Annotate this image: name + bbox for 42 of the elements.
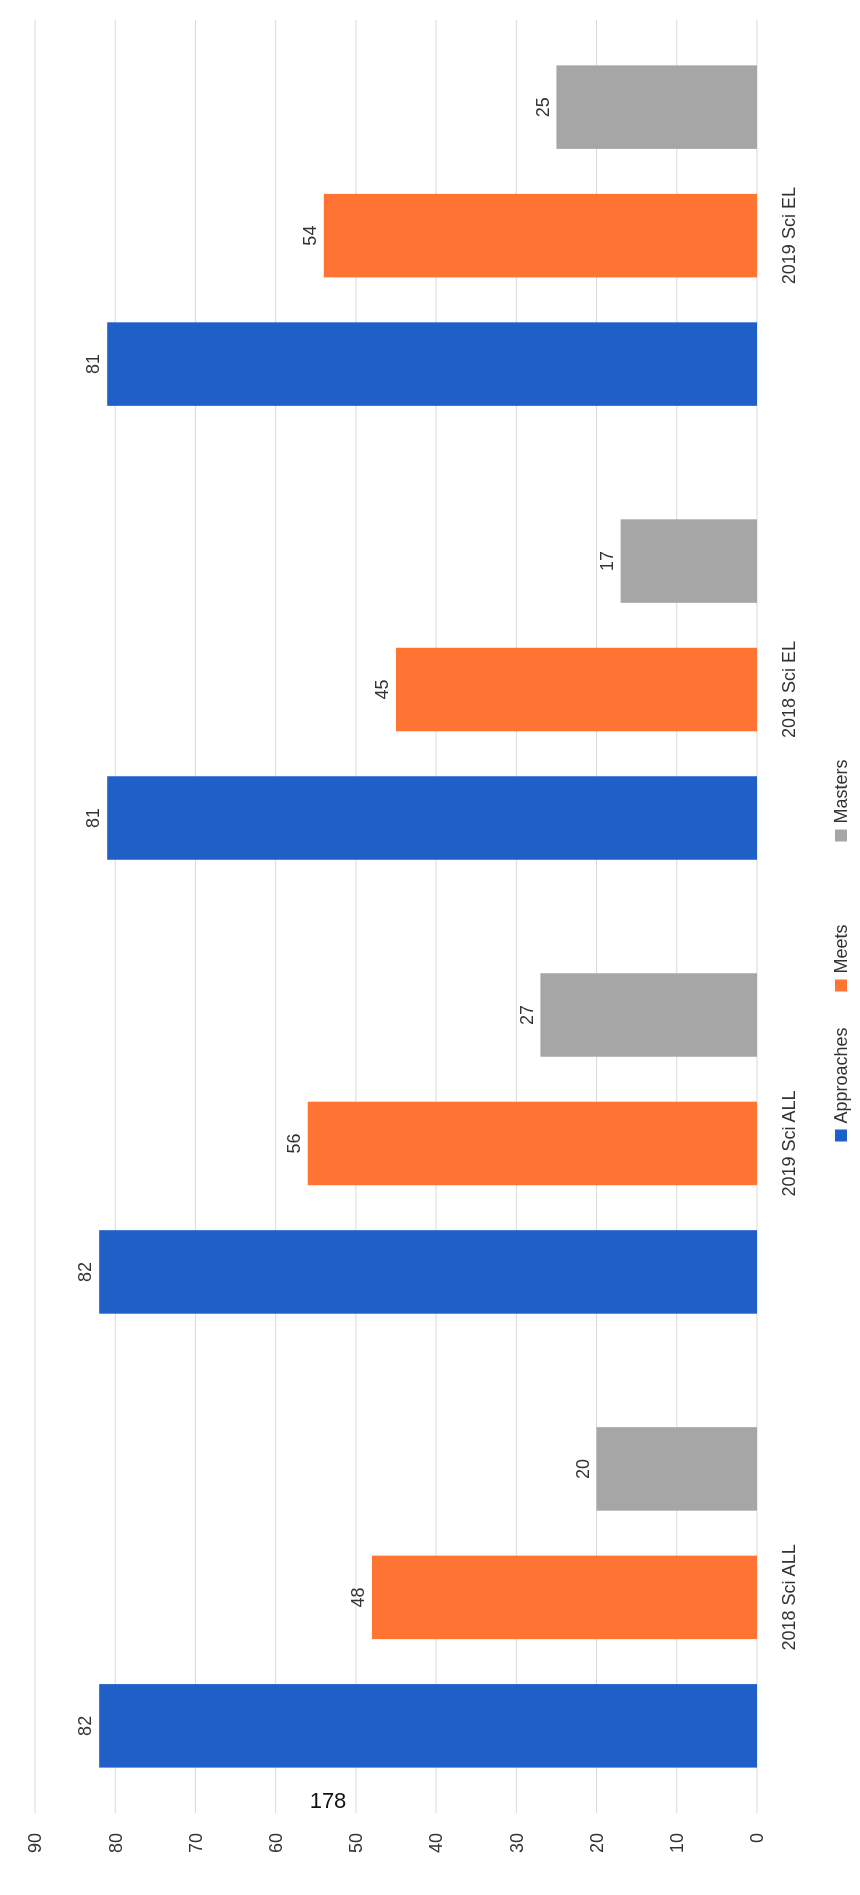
data-label: 20 — [572, 1458, 593, 1479]
y-tick-label: 2018 Sci EL — [779, 641, 800, 739]
x-tick-label: 30 — [506, 1833, 527, 1854]
x-tick-label: 0 — [747, 1833, 768, 1844]
bar — [107, 322, 757, 406]
bar — [596, 1427, 757, 1511]
data-label: 81 — [83, 354, 104, 375]
x-tick-label: 20 — [586, 1833, 607, 1854]
text: Meets — [831, 924, 852, 974]
data-label: 82 — [75, 1261, 96, 1282]
bar — [99, 1230, 757, 1314]
annotation: 178 — [309, 1788, 347, 1813]
data-label: 27 — [516, 1004, 537, 1026]
y-tick-label: 2019 Sci ALL — [779, 1090, 800, 1197]
bar — [371, 1555, 757, 1640]
bar — [323, 193, 757, 278]
bar — [99, 1684, 757, 1768]
bar — [540, 973, 757, 1057]
data-label: 48 — [348, 1587, 369, 1608]
x-tick-label: 10 — [667, 1833, 688, 1854]
data-label: 81 — [83, 807, 104, 829]
data-label: 17 — [596, 551, 617, 572]
bar — [107, 776, 757, 860]
data-label: 56 — [284, 1133, 305, 1154]
x-tick-label: 90 — [25, 1833, 46, 1854]
bar — [396, 647, 757, 732]
x-tick-label: 50 — [346, 1833, 367, 1854]
data-label: 54 — [300, 225, 321, 246]
data-label: 82 — [75, 1715, 96, 1736]
bar — [556, 65, 757, 149]
x-tick-label: 60 — [265, 1833, 286, 1854]
y-tick-label: 2019 Sci EL — [779, 187, 800, 285]
x-tick-label: 70 — [185, 1833, 206, 1854]
text: Approaches — [831, 1027, 852, 1124]
y-tick-label: 2018 Sci ALL — [779, 1544, 800, 1651]
x-tick-label: 80 — [105, 1833, 126, 1854]
bar — [620, 519, 757, 603]
text: Masters — [831, 759, 852, 824]
bar — [307, 1101, 757, 1186]
data-label: 45 — [372, 679, 393, 700]
x-tick-label: 40 — [426, 1833, 447, 1854]
data-label: 25 — [532, 97, 553, 118]
